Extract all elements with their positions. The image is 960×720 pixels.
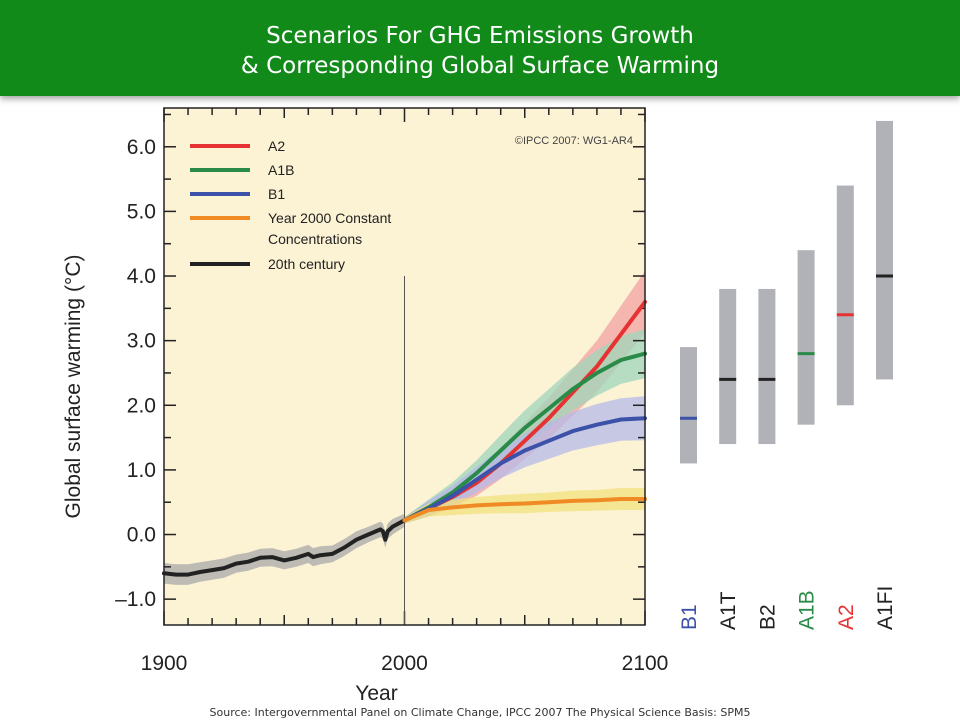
scenario-label: A2 (835, 604, 858, 630)
scenario-label: B1 (678, 604, 701, 630)
range-bar-a1t (719, 288, 737, 445)
legend-label: B1 (268, 186, 285, 202)
line-year-2000-constant-concentrations (402, 497, 647, 523)
x-tick-label: 2000 (381, 652, 428, 675)
title-banner: Scenarios For GHG Emissions Growth & Cor… (0, 0, 960, 96)
x-tick-label: 2100 (622, 652, 669, 675)
scenario-label: B2 (756, 604, 779, 630)
line-20th-century (162, 518, 407, 577)
y-tick-label: 3.0 (127, 330, 156, 353)
legend-label: A1B (268, 162, 294, 178)
y-tick-label: 6.0 (127, 136, 156, 159)
range-bar-a1fi (876, 120, 893, 380)
line-b1 (402, 416, 647, 523)
legend: A2 A1B B1 Year 2000 Constant Concentrations 2… (190, 138, 391, 272)
title-line-2: & Corresponding Global Surface Warming (240, 53, 720, 79)
scenario-label: A1T (717, 591, 740, 630)
line-a1b (402, 351, 647, 523)
range-bar-a2 (836, 185, 854, 406)
source-citation: Source: Intergovernmental Panel on Clima… (209, 706, 751, 719)
title-line-1: Scenarios For GHG Emissions Growth (266, 23, 694, 49)
legend-label: Concentrations (268, 231, 362, 247)
plot-frame (163, 107, 646, 626)
ipcc-credit: ©IPCC 2007: WG1-AR4 (515, 135, 633, 147)
y-tick-label: 2.0 (127, 394, 156, 417)
range-bar-b1 (680, 347, 697, 464)
scenario-labels: B1 A1T B2 A1B A2 A1FI (678, 586, 897, 630)
range-bar-a1b (797, 250, 815, 425)
band-year-2000-constant-concentrations (404, 488, 645, 524)
x-tick-labels: 1900 2000 2100 (141, 652, 669, 675)
legend-label: 20th century (268, 256, 345, 272)
series-lines (162, 299, 647, 577)
scenario-label: A1FI (874, 586, 897, 630)
y-tick-label: –1.0 (115, 588, 156, 611)
range-bar-b2 (758, 288, 776, 445)
y-tick-label: 1.0 (127, 459, 156, 482)
y-tick-label: 5.0 (127, 200, 156, 223)
x-tick-label: 1900 (141, 652, 188, 675)
legend-label: Year 2000 Constant (268, 210, 391, 226)
y-tick-labels: 6.0 5.0 4.0 3.0 2.0 1.0 0.0 –1.0 (115, 136, 156, 611)
scenario-ranges (680, 120, 893, 464)
y-axis-label: Global surface warming (°C) (62, 255, 85, 519)
scenario-label: A1B (796, 590, 819, 630)
y-tick-label: 0.0 (127, 524, 156, 547)
y-tick-label: 4.0 (127, 265, 156, 288)
x-axis-label: Year (355, 682, 397, 705)
legend-label: A2 (268, 138, 285, 154)
